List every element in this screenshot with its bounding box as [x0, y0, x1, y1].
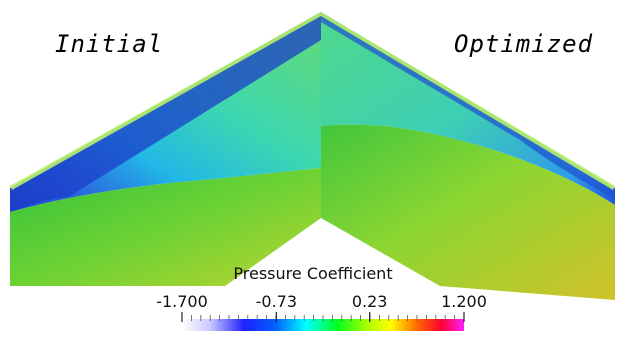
- legend-title: Pressure Coefficient: [233, 264, 393, 283]
- colorbar-gradient: [182, 319, 464, 331]
- initial-wing-half: [10, 12, 321, 286]
- colorbar-tick-label: -1.700: [156, 292, 208, 311]
- optimized-wing-half: [321, 12, 615, 300]
- colorbar-tick-label: 1.200: [441, 292, 487, 311]
- initial-leading-edge-highlight: [10, 12, 321, 190]
- initial-label: Initial: [55, 30, 164, 58]
- colorbar: [181, 312, 465, 331]
- optimized-label: Optimized: [454, 30, 594, 58]
- initial-pressure-region: [10, 168, 321, 286]
- optimized-pressure-region: [321, 124, 615, 300]
- colorbar-ticks: [181, 312, 465, 322]
- colorbar-tick-label: 0.23: [351, 292, 388, 311]
- initial-leading-edge-band: [10, 12, 321, 212]
- optimized-leading-edge-highlight: [321, 12, 615, 190]
- colorbar-tick-label: -0.73: [255, 292, 298, 311]
